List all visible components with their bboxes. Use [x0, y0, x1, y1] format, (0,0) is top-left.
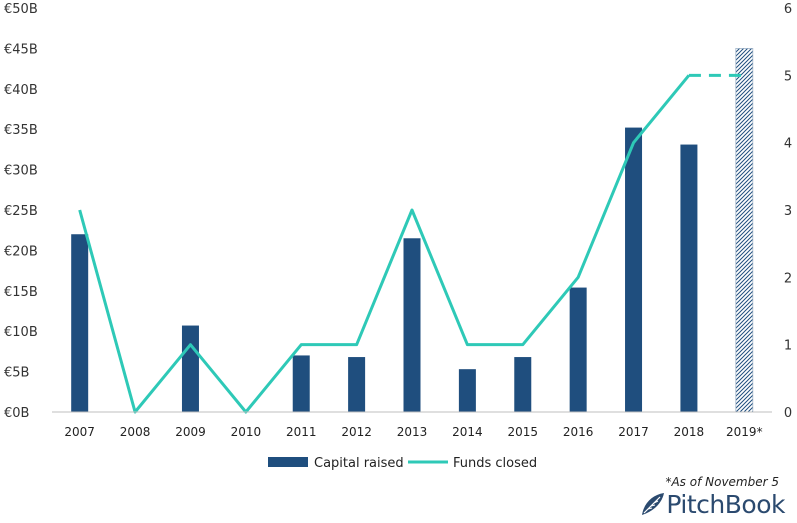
legend-label-funds-closed: Funds closed: [453, 456, 537, 471]
left-tick-label: €0B: [4, 406, 29, 421]
bar-2014: [458, 369, 476, 412]
right-tick-label: 5: [784, 69, 792, 84]
bar-2017: [625, 127, 643, 413]
right-tick-label: 0: [784, 406, 792, 421]
bar-2016: [569, 287, 587, 412]
left-axis-ticks: €0B €5B €10B €15B €20B €25B €30B €35B €40B €45B €5…: [4, 2, 38, 421]
funds-closed-line: [78, 73, 745, 414]
left-tick-label: €10B: [4, 325, 38, 340]
x-axis-ticks: 2007 2008 2009 2010 2011 2012 2013 2014 2015 2016…: [64, 425, 762, 439]
left-tick-label: €15B: [4, 285, 38, 300]
bar-2018: [680, 144, 698, 412]
x-tick-label: 2011: [286, 425, 317, 439]
bar-2011: [292, 355, 310, 412]
left-tick-label: €5B: [4, 366, 29, 381]
left-tick-label: €30B: [4, 164, 38, 179]
funds-closed-line-solid: [78, 74, 691, 414]
bar-2015: [514, 357, 532, 412]
right-tick-label: 1: [784, 339, 792, 354]
x-tick-label: 2017: [618, 425, 649, 439]
right-axis-ticks: 0 1 2 3 4 5 6: [784, 2, 792, 421]
left-tick-label: €35B: [4, 123, 38, 138]
capital-raised-bars: [71, 48, 754, 413]
left-tick-label: €45B: [4, 42, 38, 57]
x-tick-label: 2010: [231, 425, 262, 439]
footnote: *As of November 5: [665, 475, 779, 489]
left-tick-label: €20B: [4, 244, 38, 259]
x-tick-label: 2019*: [726, 425, 763, 439]
right-tick-label: 4: [784, 137, 792, 152]
x-tick-label: 2009: [175, 425, 206, 439]
x-tick-label: 2018: [674, 425, 705, 439]
legend: Capital raised Funds closed: [268, 456, 537, 471]
bar-2009: [181, 325, 199, 412]
x-tick-label: 2013: [397, 425, 428, 439]
x-tick-label: 2014: [452, 425, 483, 439]
bar-2007: [71, 234, 89, 412]
pitchbook-logo: PitchBook: [638, 489, 785, 519]
x-tick-label: 2016: [563, 425, 594, 439]
x-tick-label: 2015: [507, 425, 538, 439]
left-tick-label: €25B: [4, 204, 38, 219]
right-tick-label: 3: [784, 204, 792, 219]
left-tick-label: €40B: [4, 83, 38, 98]
pitchbook-leaf-icon: [642, 493, 665, 515]
legend-swatch-capital-raised: [268, 457, 308, 467]
pitchbook-wordmark: PitchBook: [666, 489, 785, 519]
legend-label-capital-raised: Capital raised: [314, 456, 404, 471]
x-tick-label: 2012: [341, 425, 372, 439]
left-tick-label: €50B: [4, 2, 38, 17]
bar-2019: [735, 48, 754, 413]
right-tick-label: 2: [784, 271, 792, 286]
x-tick-label: 2008: [120, 425, 151, 439]
x-tick-label: 2007: [64, 425, 95, 439]
bar-2013: [403, 238, 421, 412]
right-tick-label: 6: [784, 2, 792, 17]
bar-2012: [348, 357, 366, 412]
